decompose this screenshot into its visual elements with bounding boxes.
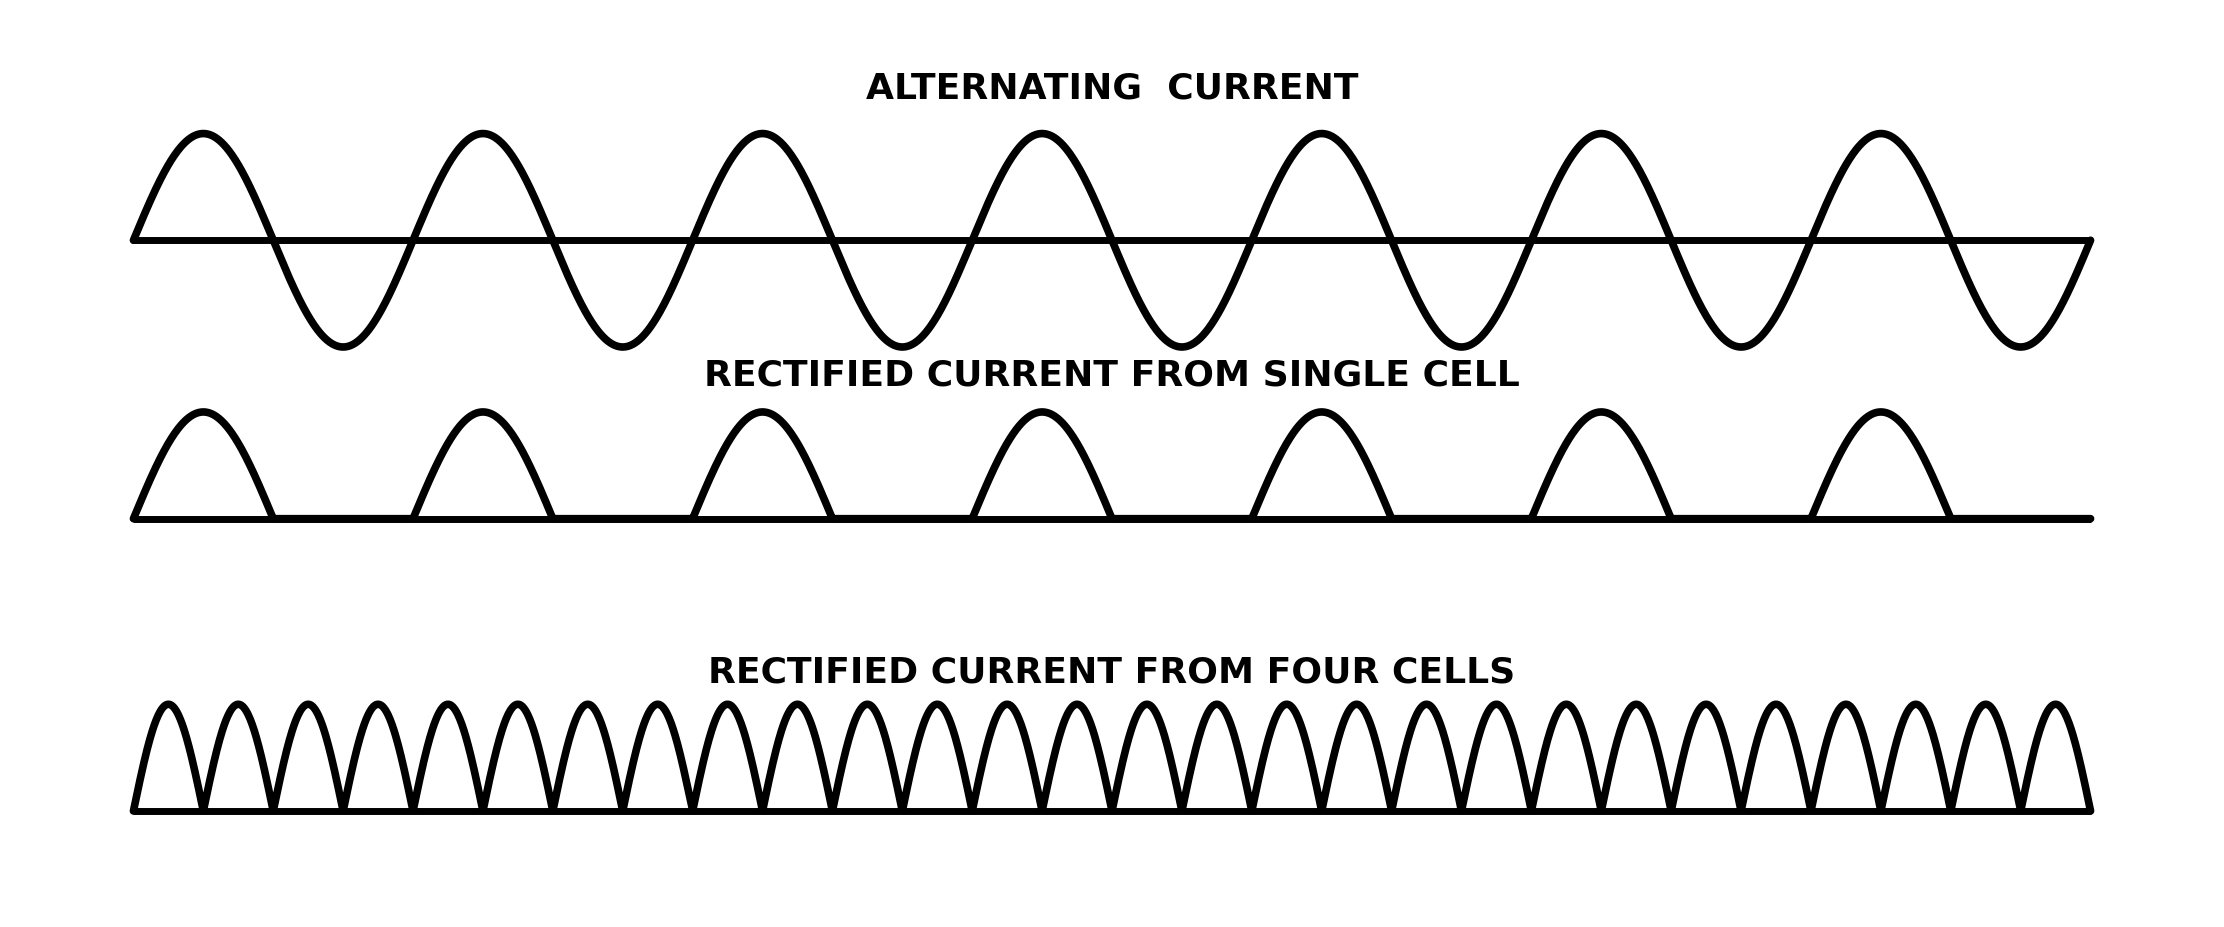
Text: ALTERNATING  CURRENT: ALTERNATING CURRENT [865,71,1359,105]
Text: RECTIFIED CURRENT FROM SINGLE CELL: RECTIFIED CURRENT FROM SINGLE CELL [705,359,1519,392]
Text: RECTIFIED CURRENT FROM FOUR CELLS: RECTIFIED CURRENT FROM FOUR CELLS [709,655,1515,689]
